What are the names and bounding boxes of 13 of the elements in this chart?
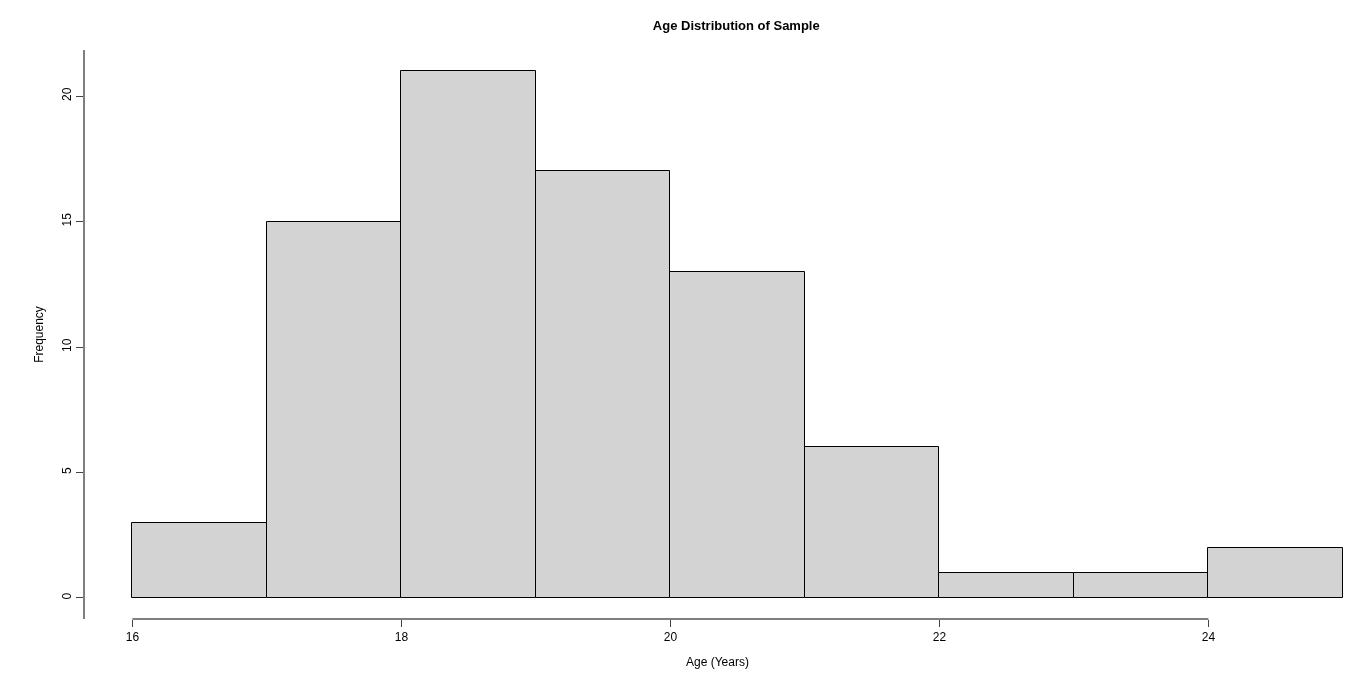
x-tick-label: 20 <box>663 630 678 645</box>
y-tick-label: 20 <box>60 87 75 102</box>
y-tick-label: 15 <box>60 212 75 227</box>
x-tick-label: 24 <box>1201 630 1216 645</box>
chart-title: Age Distribution of Sample <box>652 17 820 33</box>
x-axis-title: Age (Years) <box>686 655 749 670</box>
y-axis-title: Frequency <box>31 306 46 363</box>
x-tick-label: 18 <box>394 630 409 645</box>
y-tick-label: 10 <box>60 338 75 352</box>
y-tick-label: 0 <box>60 592 75 600</box>
x-tick-label: 16 <box>125 630 140 645</box>
y-tick-label: 5 <box>60 467 75 475</box>
x-tick-label: 22 <box>932 630 947 645</box>
